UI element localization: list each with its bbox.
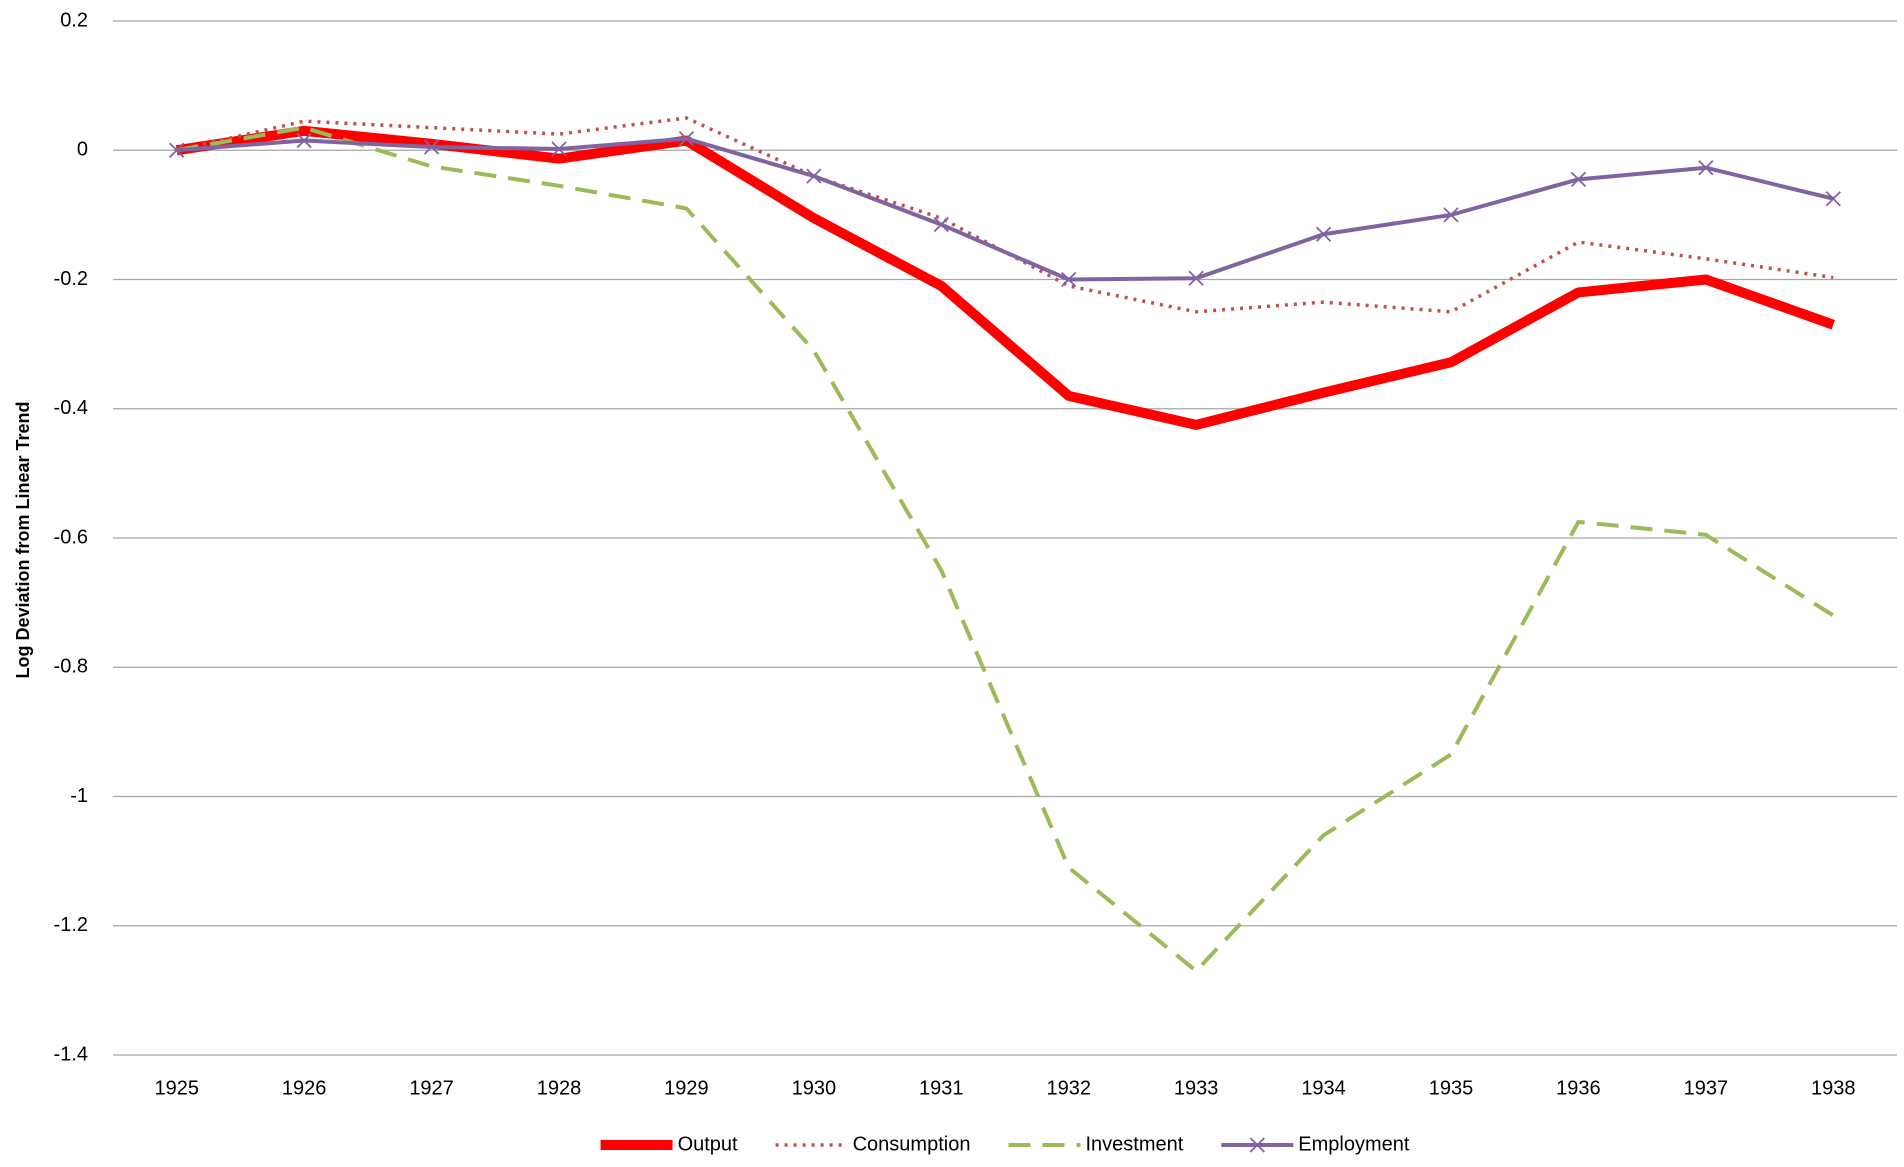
x-tick-label: 1925	[154, 1077, 199, 1099]
y-tick-label: -0.2	[54, 268, 88, 290]
marker	[806, 168, 822, 184]
x-tick-label: 1928	[537, 1077, 582, 1099]
marker	[296, 132, 312, 149]
marker	[169, 142, 185, 158]
x-tick-label: 1932	[1046, 1077, 1091, 1099]
marker	[933, 216, 949, 233]
legend-label: Investment	[1085, 1133, 1183, 1155]
y-tick-label: -0.6	[54, 526, 88, 548]
marker	[678, 130, 695, 147]
x-tick-label: 1929	[664, 1077, 709, 1099]
y-axis-title: Log Deviation from Linear Trend	[13, 401, 33, 678]
legend-label: Consumption	[853, 1133, 971, 1155]
series-line	[176, 125, 1835, 973]
marker	[423, 139, 440, 155]
marker	[1249, 1137, 1265, 1153]
marker	[1570, 171, 1587, 187]
x-tick-label: 1936	[1556, 1077, 1601, 1099]
x-tick-label: 1938	[1811, 1077, 1856, 1099]
legend-label: Employment	[1298, 1133, 1410, 1155]
marker	[551, 141, 567, 157]
x-tick-label: 1934	[1301, 1077, 1346, 1099]
marker	[1315, 226, 1332, 242]
series-line	[176, 136, 1834, 282]
y-tick-label: -1	[70, 785, 88, 807]
y-tick-label: -1.4	[54, 1043, 88, 1065]
y-tick-label: 0.2	[60, 9, 88, 31]
x-tick-label: 1935	[1429, 1077, 1474, 1099]
marker	[1698, 160, 1714, 176]
series-line	[176, 116, 1834, 314]
y-tick-label: -0.8	[54, 656, 88, 678]
marker	[1443, 207, 1459, 223]
x-tick-label: 1930	[792, 1077, 837, 1099]
legend-label: Output	[678, 1133, 738, 1155]
x-tick-label: 1926	[282, 1077, 327, 1099]
y-tick-label: 0	[77, 139, 88, 161]
marker	[1188, 270, 1204, 286]
x-tick-label: 1927	[409, 1077, 454, 1099]
x-tick-label: 1931	[919, 1077, 964, 1099]
marker	[1061, 271, 1077, 288]
y-tick-label: -0.4	[54, 397, 88, 419]
x-tick-label: 1937	[1684, 1077, 1729, 1099]
x-tick-label: 1933	[1174, 1077, 1219, 1099]
marker	[1825, 191, 1841, 207]
y-tick-label: -1.2	[54, 914, 88, 936]
series-line	[175, 125, 1835, 430]
